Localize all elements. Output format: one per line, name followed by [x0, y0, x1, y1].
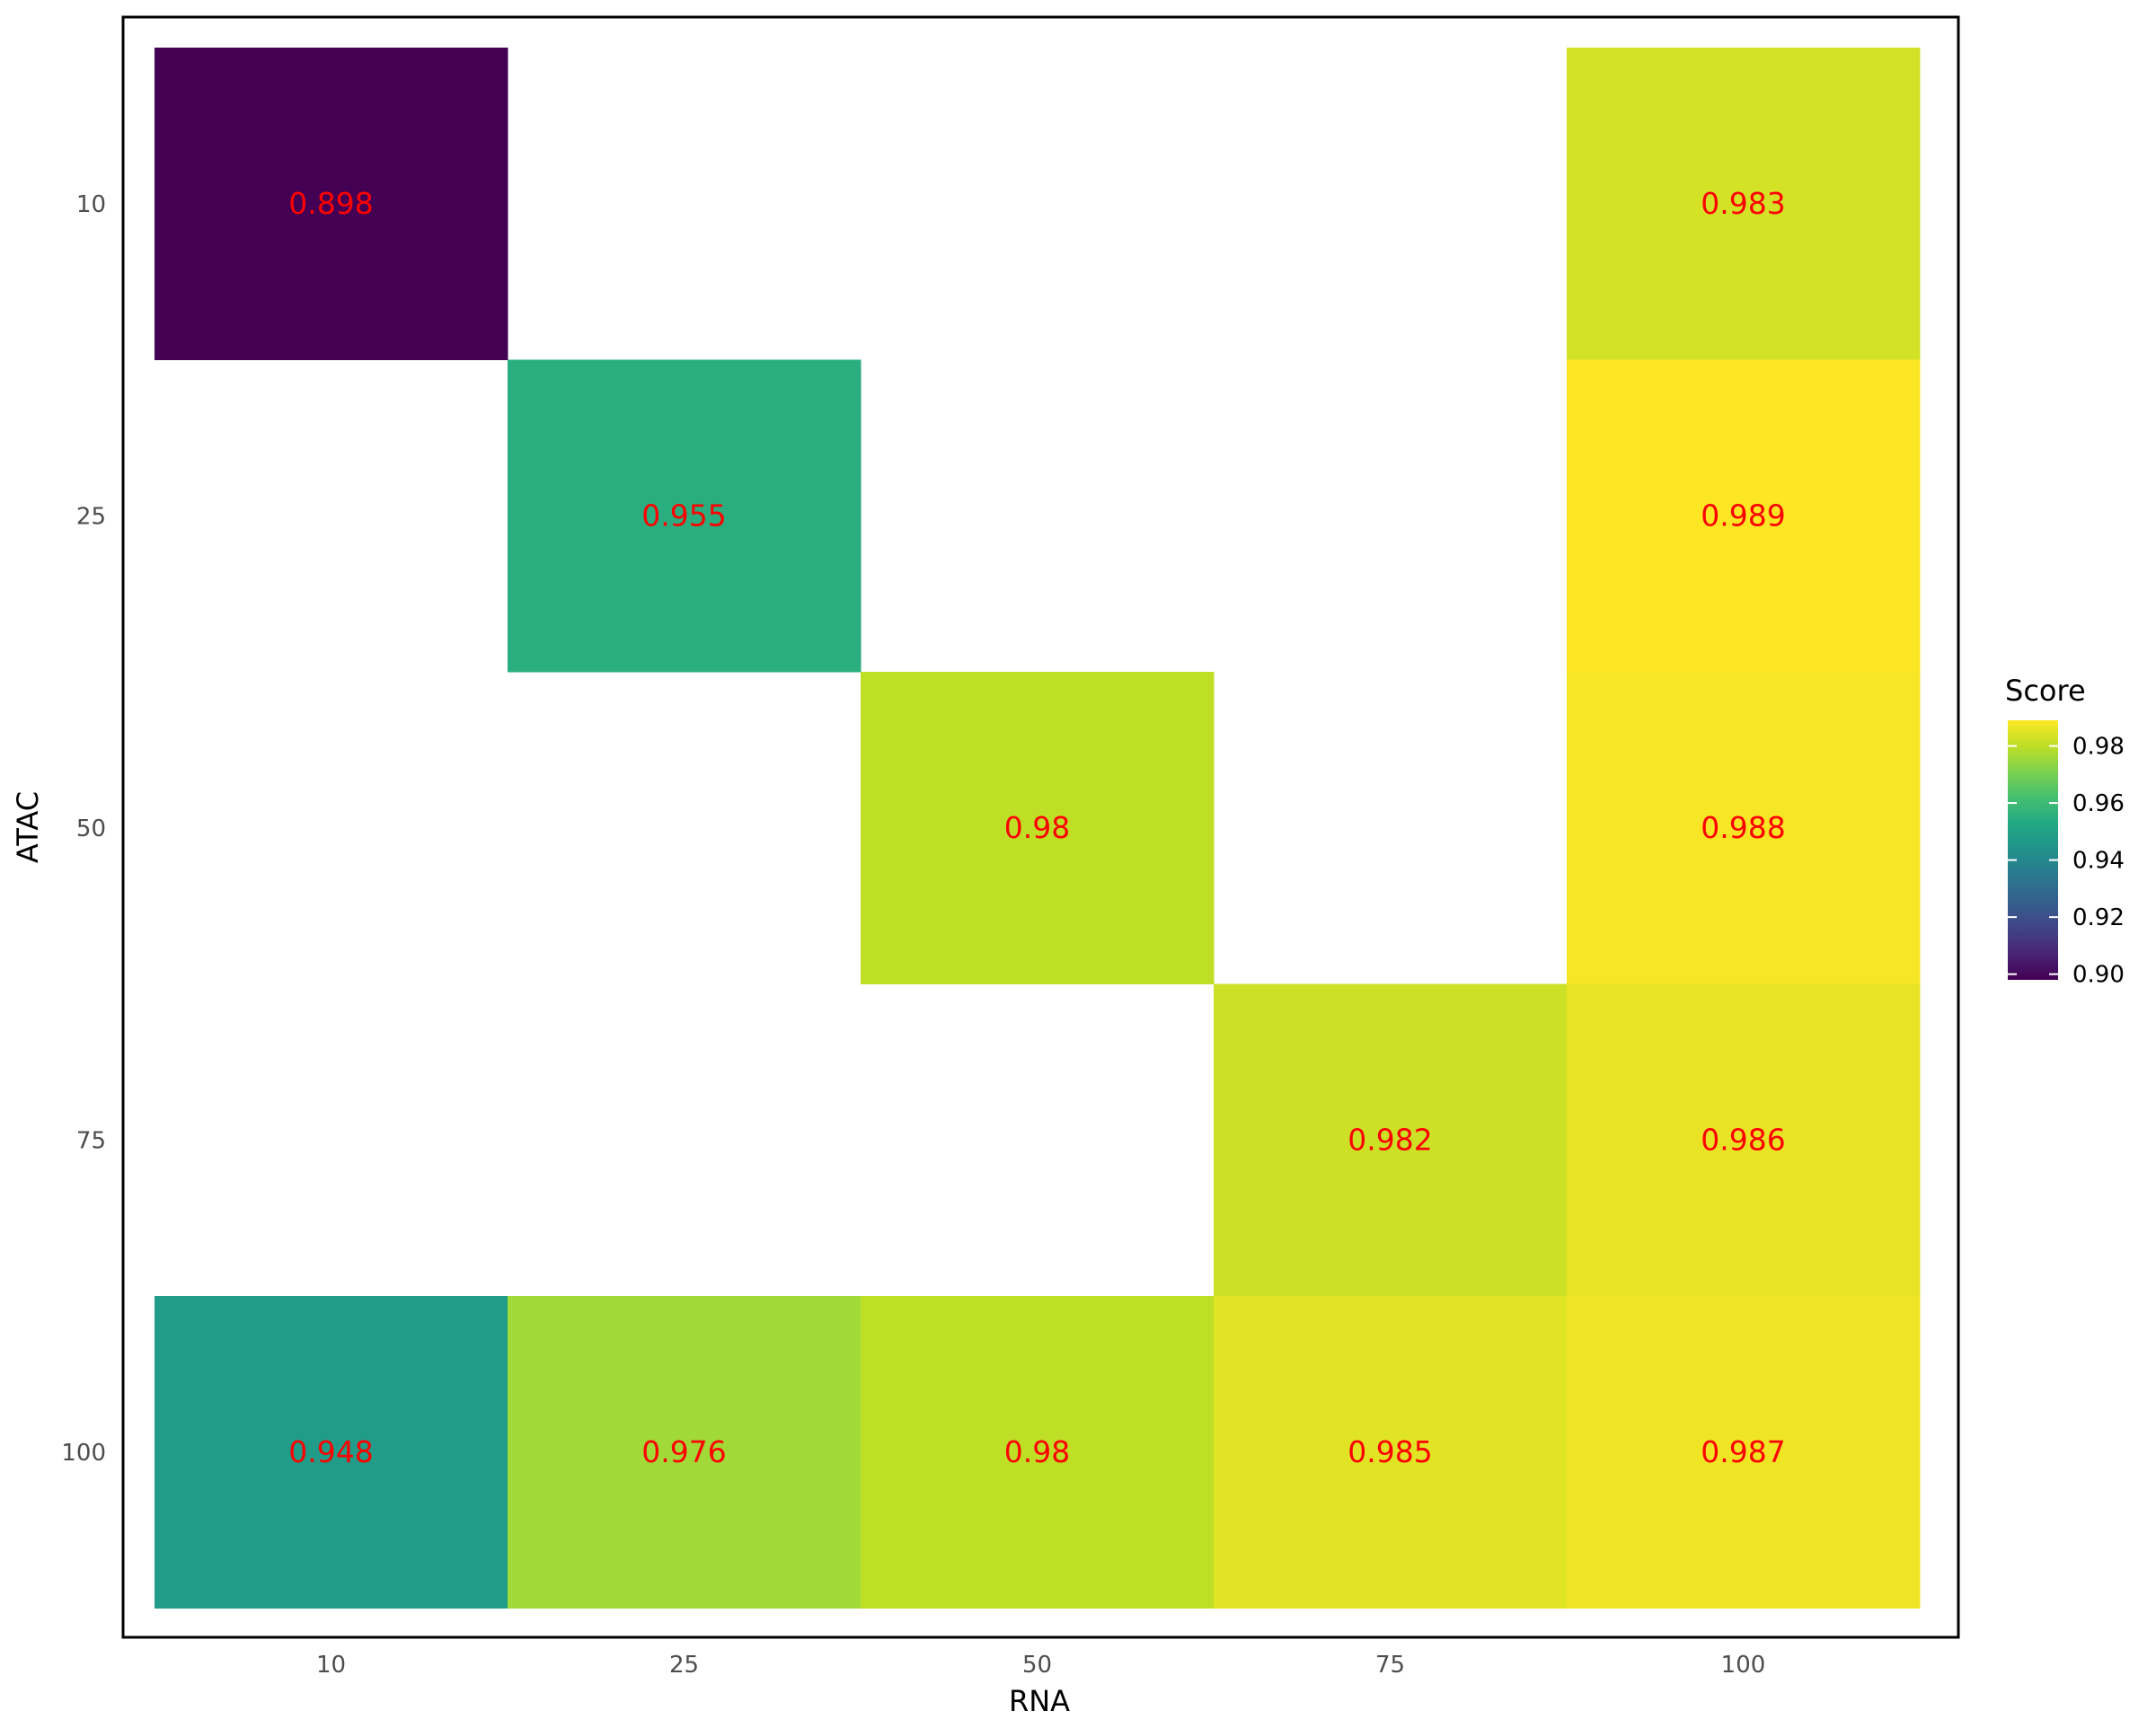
cell-value-label: 0.948	[288, 1434, 373, 1469]
colorbar-tick-label: 0.98	[2072, 734, 2125, 761]
panel-border	[121, 15, 1960, 1639]
heatmap-cell-rna-50-atac-50	[861, 672, 1215, 984]
cell-value-label: 0.983	[1701, 186, 1785, 221]
y-axis-title: ATAC	[11, 791, 45, 863]
cell-value-label: 0.989	[1701, 498, 1785, 533]
cell-labels-layer: 0.898 0.983 0.955 0.989 0.98 0.988 0.982 0.986 0…	[288, 186, 1785, 1469]
colorbar-tick-label: 0.92	[2072, 904, 2125, 931]
cell-value-label: 0.982	[1348, 1122, 1432, 1157]
y-tick-label: 25	[76, 503, 106, 530]
cell-value-label: 0.98	[1004, 810, 1070, 845]
cell-value-label: 0.986	[1701, 1122, 1785, 1157]
y-tick-label: 75	[76, 1127, 106, 1154]
x-tick-label: 75	[1375, 1652, 1405, 1679]
colorbar-legend: Score 0.90 0.92 0.94 0.96 0.98	[2005, 674, 2125, 989]
x-axis-ticks: 10 25 50 75 100	[316, 1652, 1765, 1679]
heatmap-cell-rna-100-atac-100	[1567, 1296, 1921, 1609]
cell-value-label: 0.987	[1701, 1434, 1785, 1469]
legend-title: Score	[2005, 674, 2086, 708]
cell-value-label: 0.898	[288, 186, 373, 221]
heatmap-cell-rna-75-atac-100	[1214, 1296, 1568, 1609]
heatmap-cell-rna-10-atac-100	[155, 1296, 508, 1609]
x-tick-label: 50	[1022, 1652, 1052, 1679]
x-tick-label: 10	[316, 1652, 346, 1679]
x-tick-label: 25	[669, 1652, 699, 1679]
cell-value-label: 0.98	[1004, 1434, 1070, 1469]
y-tick-label: 10	[76, 191, 106, 218]
x-axis-title: RNA	[1009, 1684, 1070, 1718]
heatmap-cell-rna-50-atac-100	[861, 1296, 1215, 1609]
colorbar-gradient	[2008, 720, 2058, 980]
heatmap-cell-rna-100-atac-75	[1567, 983, 1921, 1297]
cell-value-label: 0.985	[1348, 1434, 1432, 1469]
cell-value-label: 0.976	[641, 1434, 726, 1469]
cell-value-label: 0.988	[1701, 810, 1785, 845]
heatmap-cell-rna-100-atac-25	[1567, 359, 1921, 673]
heatmap-cell-rna-10-atac-10	[155, 48, 508, 360]
cell-value-label: 0.955	[641, 498, 726, 533]
colorbar-tick-label: 0.94	[2072, 848, 2125, 875]
colorbar-ticks: 0.90 0.92 0.94 0.96 0.98	[2008, 734, 2125, 989]
heatmap-cell-rna-25-atac-100	[508, 1296, 862, 1609]
heatmap-cell-rna-75-atac-75	[1214, 983, 1568, 1297]
y-axis-ticks: 10 25 50 75 100	[61, 191, 106, 1467]
colorbar-tick-label: 0.90	[2072, 962, 2125, 989]
x-tick-label: 100	[1721, 1652, 1766, 1679]
y-tick-label: 50	[76, 816, 106, 842]
heatmap-cell-rna-100-atac-50	[1567, 672, 1921, 984]
colorbar-tick-label: 0.96	[2072, 790, 2125, 817]
y-tick-label: 100	[61, 1440, 106, 1467]
heatmap-cell-rna-100-atac-10	[1567, 48, 1921, 360]
cells-layer	[155, 48, 1921, 1609]
heatmap-cell-rna-25-atac-25	[508, 359, 862, 673]
